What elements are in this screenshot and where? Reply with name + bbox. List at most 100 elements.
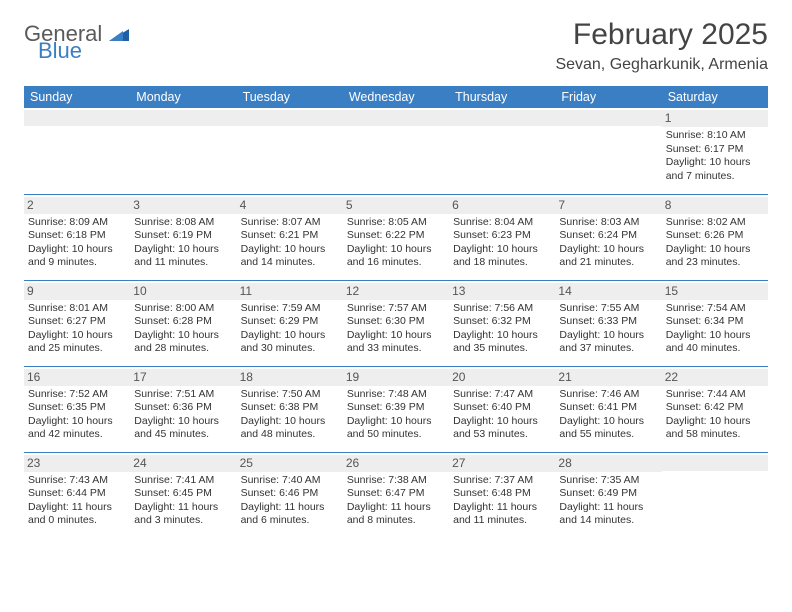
calendar-cell: 11Sunrise: 7:59 AMSunset: 6:29 PMDayligh… <box>237 280 343 366</box>
sunrise-label: Sunrise: 7:43 AM <box>28 474 126 487</box>
daylight-label: Daylight: 10 hours and 18 minutes. <box>453 243 551 270</box>
calendar-cell: 17Sunrise: 7:51 AMSunset: 6:36 PMDayligh… <box>130 366 236 452</box>
daylight-label: Daylight: 10 hours and 35 minutes. <box>453 329 551 356</box>
sunset-label: Sunset: 6:49 PM <box>559 487 657 500</box>
calendar-cell <box>24 108 130 194</box>
daylight-label: Daylight: 10 hours and 23 minutes. <box>666 243 764 270</box>
day-number: 27 <box>449 455 555 472</box>
day-number <box>555 110 661 126</box>
daylight-label: Daylight: 10 hours and 48 minutes. <box>241 415 339 442</box>
daylight-label: Daylight: 10 hours and 40 minutes. <box>666 329 764 356</box>
sunrise-label: Sunrise: 8:02 AM <box>666 216 764 229</box>
weekday-header: Tuesday <box>237 86 343 108</box>
daylight-label: Daylight: 10 hours and 42 minutes. <box>28 415 126 442</box>
logo: General Blue <box>24 18 129 62</box>
calendar-cell: 20Sunrise: 7:47 AMSunset: 6:40 PMDayligh… <box>449 366 555 452</box>
sunrise-label: Sunrise: 8:04 AM <box>453 216 551 229</box>
daylight-label: Daylight: 10 hours and 50 minutes. <box>347 415 445 442</box>
sunset-label: Sunset: 6:39 PM <box>347 401 445 414</box>
day-number: 18 <box>237 369 343 386</box>
daylight-label: Daylight: 11 hours and 0 minutes. <box>28 501 126 528</box>
day-number: 6 <box>449 197 555 214</box>
daylight-label: Daylight: 11 hours and 8 minutes. <box>347 501 445 528</box>
calendar-row: 9Sunrise: 8:01 AMSunset: 6:27 PMDaylight… <box>24 280 768 366</box>
sunrise-label: Sunrise: 7:40 AM <box>241 474 339 487</box>
sunrise-label: Sunrise: 7:38 AM <box>347 474 445 487</box>
sunset-label: Sunset: 6:48 PM <box>453 487 551 500</box>
day-number: 2 <box>24 197 130 214</box>
sunrise-label: Sunrise: 7:37 AM <box>453 474 551 487</box>
day-number: 20 <box>449 369 555 386</box>
sunrise-label: Sunrise: 7:52 AM <box>28 388 126 401</box>
calendar-cell: 6 Sunrise: 8:04 AMSunset: 6:23 PMDaylight… <box>449 194 555 280</box>
logo-text-blue: Blue <box>24 41 129 62</box>
daylight-label: Daylight: 10 hours and 37 minutes. <box>559 329 657 356</box>
calendar-cell: 7Sunrise: 8:03 AMSunset: 6:24 PMDaylight… <box>555 194 661 280</box>
calendar-cell: 14Sunrise: 7:55 AMSunset: 6:33 PMDayligh… <box>555 280 661 366</box>
calendar-cell: 2Sunrise: 8:09 AMSunset: 6:18 PMDaylight… <box>24 194 130 280</box>
sunset-label: Sunset: 6:33 PM <box>559 315 657 328</box>
day-number: 3 <box>130 197 236 214</box>
day-number <box>449 110 555 126</box>
day-number <box>662 455 768 471</box>
title-block: February 2025 Sevan, Gegharkunik, Armeni… <box>555 18 768 74</box>
calendar-cell: 1Sunrise: 8:10 AMSunset: 6:17 PMDaylight… <box>662 108 768 194</box>
sunrise-label: Sunrise: 7:51 AM <box>134 388 232 401</box>
calendar-row: 1Sunrise: 8:10 AMSunset: 6:17 PMDaylight… <box>24 108 768 194</box>
day-number: 25 <box>237 455 343 472</box>
sunset-label: Sunset: 6:27 PM <box>28 315 126 328</box>
calendar-cell: 25Sunrise: 7:40 AMSunset: 6:46 PMDayligh… <box>237 452 343 538</box>
day-number: 17 <box>130 369 236 386</box>
sunset-label: Sunset: 6:26 PM <box>666 229 764 242</box>
calendar-cell <box>449 108 555 194</box>
weekday-header: Sunday <box>24 86 130 108</box>
daylight-label: Daylight: 10 hours and 28 minutes. <box>134 329 232 356</box>
day-number <box>237 110 343 126</box>
sunset-label: Sunset: 6:40 PM <box>453 401 551 414</box>
daylight-label: Daylight: 10 hours and 11 minutes. <box>134 243 232 270</box>
sunrise-label: Sunrise: 7:48 AM <box>347 388 445 401</box>
calendar-cell: 9Sunrise: 8:01 AMSunset: 6:27 PMDaylight… <box>24 280 130 366</box>
day-number: 26 <box>343 455 449 472</box>
calendar-cell: 8 Sunrise: 8:02 AMSunset: 6:26 PMDaylight… <box>662 194 768 280</box>
sunrise-label: Sunrise: 8:00 AM <box>134 302 232 315</box>
sunset-label: Sunset: 6:22 PM <box>347 229 445 242</box>
day-number: 14 <box>555 283 661 300</box>
calendar-cell: 18Sunrise: 7:50 AMSunset: 6:38 PMDayligh… <box>237 366 343 452</box>
sunrise-label: Sunrise: 8:03 AM <box>559 216 657 229</box>
sunset-label: Sunset: 6:29 PM <box>241 315 339 328</box>
sunset-label: Sunset: 6:19 PM <box>134 229 232 242</box>
sunrise-label: Sunrise: 8:07 AM <box>241 216 339 229</box>
calendar-cell: 5Sunrise: 8:05 AMSunset: 6:22 PMDaylight… <box>343 194 449 280</box>
sunset-label: Sunset: 6:28 PM <box>134 315 232 328</box>
sunrise-label: Sunrise: 8:10 AM <box>666 129 764 142</box>
sunrise-label: Sunrise: 7:46 AM <box>559 388 657 401</box>
sunset-label: Sunset: 6:23 PM <box>453 229 551 242</box>
sunset-label: Sunset: 6:17 PM <box>666 143 764 156</box>
calendar-cell: 3 Sunrise: 8:08 AMSunset: 6:19 PMDaylight… <box>130 194 236 280</box>
sunset-label: Sunset: 6:21 PM <box>241 229 339 242</box>
daylight-label: Daylight: 10 hours and 30 minutes. <box>241 329 339 356</box>
weekday-header: Wednesday <box>343 86 449 108</box>
sunrise-label: Sunrise: 8:08 AM <box>134 216 232 229</box>
calendar-row: 16Sunrise: 7:52 AMSunset: 6:35 PMDayligh… <box>24 366 768 452</box>
day-number <box>130 110 236 126</box>
calendar-cell: 24Sunrise: 7:41 AMSunset: 6:45 PMDayligh… <box>130 452 236 538</box>
sunset-label: Sunset: 6:47 PM <box>347 487 445 500</box>
daylight-label: Daylight: 10 hours and 53 minutes. <box>453 415 551 442</box>
calendar-cell: 16Sunrise: 7:52 AMSunset: 6:35 PMDayligh… <box>24 366 130 452</box>
weekday-header: Monday <box>130 86 236 108</box>
calendar-cell <box>555 108 661 194</box>
daylight-label: Daylight: 10 hours and 9 minutes. <box>28 243 126 270</box>
weekday-header-row: Sunday Monday Tuesday Wednesday Thursday… <box>24 86 768 108</box>
day-number: 7 <box>555 197 661 214</box>
sunset-label: Sunset: 6:42 PM <box>666 401 764 414</box>
daylight-label: Daylight: 10 hours and 25 minutes. <box>28 329 126 356</box>
day-number: 21 <box>555 369 661 386</box>
sunset-label: Sunset: 6:36 PM <box>134 401 232 414</box>
day-number: 19 <box>343 369 449 386</box>
day-number: 8 <box>662 197 768 214</box>
sunset-label: Sunset: 6:45 PM <box>134 487 232 500</box>
day-number <box>343 110 449 126</box>
daylight-label: Daylight: 11 hours and 14 minutes. <box>559 501 657 528</box>
